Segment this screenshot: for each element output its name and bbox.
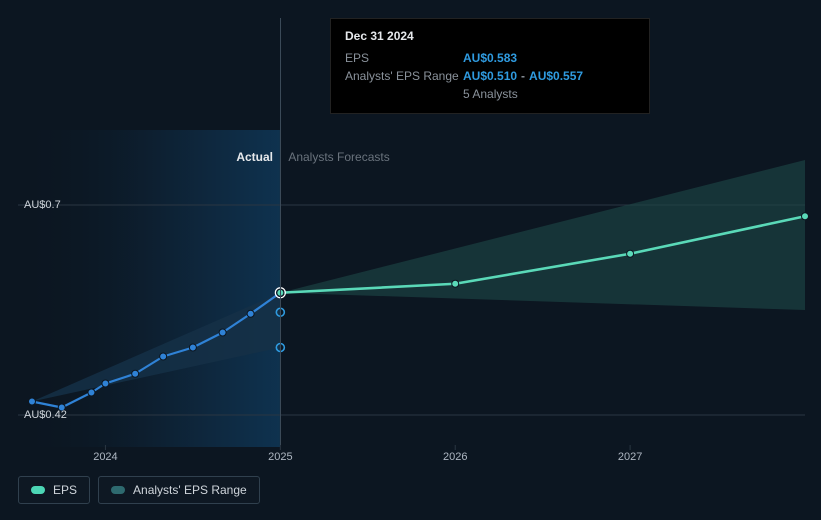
tooltip-eps-value: AU$0.583 xyxy=(463,49,517,67)
legend-label-range: Analysts' EPS Range xyxy=(133,483,247,497)
legend-item-eps[interactable]: EPS xyxy=(18,476,90,504)
tooltip-range-high: AU$0.557 xyxy=(529,69,583,83)
legend-label-eps: EPS xyxy=(53,483,77,497)
tooltip-spacer xyxy=(345,85,463,103)
legend-swatch-eps xyxy=(31,486,45,494)
hover-line xyxy=(280,18,281,445)
tooltip-range-low: AU$0.510 xyxy=(463,69,517,83)
legend-item-range[interactable]: Analysts' EPS Range xyxy=(98,476,260,504)
eps-chart: Actual Analysts Forecasts Dec 31 2024 EP… xyxy=(0,0,821,520)
x-axis-label: 2024 xyxy=(93,451,117,463)
section-label-forecast: Analysts Forecasts xyxy=(288,150,389,164)
tooltip-eps-label: EPS xyxy=(345,49,463,67)
tooltip-range-dash: - xyxy=(517,69,529,83)
tooltip-analysts: 5 Analysts xyxy=(463,85,518,103)
section-label-actual: Actual xyxy=(236,150,273,164)
x-axis-label: 2025 xyxy=(268,451,292,463)
x-axis-label: 2026 xyxy=(443,451,467,463)
legend: EPS Analysts' EPS Range xyxy=(18,476,260,504)
x-axis-label: 2027 xyxy=(618,451,642,463)
y-axis-label: AU$0.42 xyxy=(24,409,67,421)
y-axis-label: AU$0.7 xyxy=(24,199,61,211)
tooltip: Dec 31 2024 EPS AU$0.583 Analysts' EPS R… xyxy=(330,18,650,114)
tooltip-date: Dec 31 2024 xyxy=(345,29,635,43)
tooltip-range-label: Analysts' EPS Range xyxy=(345,67,463,85)
legend-swatch-range xyxy=(111,486,125,494)
